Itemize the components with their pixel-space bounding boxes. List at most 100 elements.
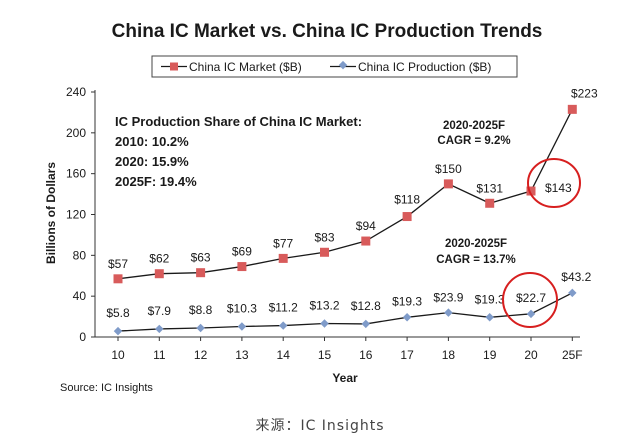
market-series [113,104,577,284]
production-point [155,324,164,334]
share-annotation-2010: 2010: 10.2% [115,134,189,149]
production-point [320,319,329,328]
production-data-label: $23.9 [433,291,463,305]
x-tick-label: 20 [524,348,538,362]
market-series-line [117,109,573,280]
y-axis-title: Billions of Dollars [44,162,58,264]
market-data-label: $143 [545,181,572,195]
y-tick-label: 0 [79,330,86,344]
production-point [278,321,288,330]
x-tick-label: 25F [562,348,583,362]
production-point [402,313,412,322]
x-tick-label: 17 [400,348,414,362]
x-tick-label: 16 [359,348,373,362]
y-tick-label: 240 [66,85,86,99]
y-tick-label: 120 [66,208,86,222]
x-tick-label: 13 [235,348,249,362]
production-data-label: $10.3 [227,301,257,315]
y-tick-label: 40 [73,289,87,303]
x-tick-label: 18 [442,348,456,362]
chart-title: China IC Market vs. China IC Production … [112,21,543,42]
market-data-label: $69 [232,245,252,259]
x-tick-label: 11 [153,348,166,362]
legend: China IC Market ($B) China IC Production… [151,55,518,78]
production-data-label: $13.2 [309,299,339,313]
legend-market-marker [170,62,178,71]
production-data-label: $8.8 [189,303,213,317]
market-data-labels: $57 $62 $63 $69 $77 $83 $94 $118 $150 $131 $143 $22… [108,86,598,270]
production-series [113,288,577,336]
market-data-label: $131 [476,181,503,195]
market-point [402,212,412,222]
production-cagr-annotation: 2020-2025F CAGR = 13.7% [436,238,516,266]
market-data-label: $118 [394,193,420,207]
production-data-label: $12.8 [351,299,381,313]
market-point [237,262,247,272]
market-point [196,268,206,278]
market-data-label: $94 [356,219,376,233]
production-data-label: $43.2 [561,270,591,284]
share-annotation-2020: 2020: 15.9% [115,154,189,169]
y-ticks: 0 40 80 120 160 200 240 [66,85,95,344]
share-annotation-heading: IC Production Share of China IC Market: [115,114,362,129]
production-2020-highlight-circle [502,272,558,328]
market-2020-highlight-circle [527,158,581,208]
share-annotation-2025f: 2025F: 19.4% [115,174,197,189]
production-point [196,323,205,333]
market-data-label: $77 [273,236,293,250]
x-ticks: 10 11 12 13 14 15 16 17 18 19 20 25F [111,337,583,362]
market-point [278,253,288,263]
x-tick-label: 15 [318,348,332,362]
production-data-label: $22.7 [516,291,546,305]
axes: 0 40 80 120 160 200 240 10 11 12 13 14 15 16 17 18 19 20… [44,85,583,385]
production-data-labels: $5.8 $7.9 $8.8 $10.3 $11.2 $13.2 $12.8 $19.3 $23… [106,270,591,320]
production-data-label: $11.2 [269,301,298,315]
market-point [113,274,123,284]
production-cagr-period: 2020-2025F [445,238,507,250]
production-point [568,288,577,298]
market-point [154,269,164,279]
y-tick-label: 200 [66,126,86,140]
market-data-label: $83 [314,230,334,244]
market-point [485,198,495,208]
production-series-line [117,292,573,332]
production-point [485,313,494,322]
series-layer: $57 $62 $63 $69 $77 $83 $94 $118 $150 $131 $143 $22… [106,86,598,336]
x-tick-label: 12 [194,348,208,362]
production-point [361,319,371,329]
market-data-label: $223 [571,86,598,100]
legend-market-label: China IC Market ($B) [189,60,302,74]
production-data-label: $5.8 [106,306,130,320]
market-point [443,179,453,189]
x-tick-label: 10 [111,348,125,362]
market-point [320,247,329,257]
share-annotation: IC Production Share of China IC Market: … [115,114,362,189]
market-data-label: $57 [108,257,128,271]
x-tick-label: 14 [277,348,291,362]
market-point [567,104,577,114]
market-point [526,186,536,196]
market-point [361,236,371,246]
production-cagr-value: CAGR = 13.7% [436,254,516,266]
market-cagr-value: CAGR = 9.2% [437,135,510,147]
production-data-label: $7.9 [148,304,172,318]
market-cagr-period: 2020-2025F [443,120,505,132]
production-point [526,309,536,319]
market-data-label: $62 [149,252,169,266]
production-point [113,326,123,336]
y-tick-label: 160 [66,167,86,181]
y-tick-label: 80 [73,248,87,262]
production-point [444,308,453,317]
production-data-label: $19.3 [392,294,422,308]
market-cagr-annotation: 2020-2025F CAGR = 9.2% [437,120,510,147]
production-data-label: $19.3 [475,292,505,306]
caption: 来源：IC Insights [255,418,384,434]
legend-production-label: China IC Production ($B) [358,60,491,74]
x-axis-title: Year [332,371,358,385]
x-tick-label: 19 [483,348,497,362]
market-data-label: $63 [191,251,211,265]
legend-production-marker [338,60,348,70]
source-note: Source: IC Insights [60,382,153,394]
market-data-label: $150 [435,162,462,176]
